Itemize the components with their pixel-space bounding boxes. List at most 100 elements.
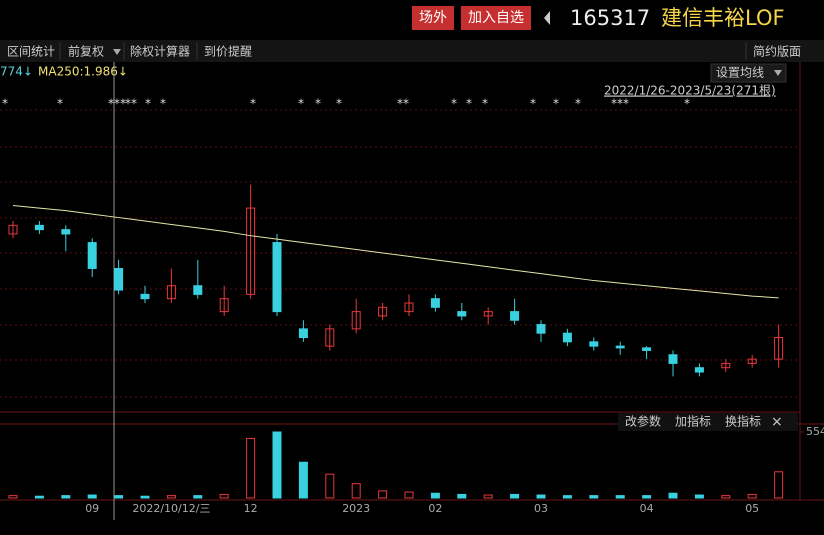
candle-body [747, 358, 757, 364]
ma-line [12, 204, 779, 299]
x-tick-label: 09 [85, 502, 99, 515]
svg-text:***: *** [611, 97, 629, 111]
x-tick-label: 02 [428, 502, 442, 515]
back-arrow[interactable] [544, 11, 550, 25]
y-tick-label: 554 [806, 425, 824, 438]
svg-text:*: * [145, 97, 151, 111]
volume-bar [219, 493, 229, 499]
svg-text:*: * [530, 97, 536, 111]
volume-bar [87, 494, 97, 499]
legend-item: MA250:1.986↓ [38, 65, 128, 79]
svg-text:*: * [315, 97, 321, 111]
candle-body [774, 337, 784, 360]
volume-bar [61, 495, 71, 499]
svg-text:*: * [298, 97, 304, 111]
volume-bar [589, 495, 599, 499]
close-button[interactable]: × [771, 414, 783, 430]
x-tick-label: 05 [745, 502, 759, 515]
button-bg[interactable] [461, 6, 531, 30]
volume-bar [378, 490, 388, 499]
candle-body [721, 362, 731, 369]
ma-setting[interactable]: 设置均线 [716, 66, 764, 80]
candle-body [272, 242, 282, 313]
svg-text:*: * [482, 97, 488, 111]
x-tick-label: 12 [244, 502, 258, 515]
svg-text:*: * [684, 97, 690, 111]
tool[interactable]: 区间统计 [7, 45, 55, 59]
svg-text:***: *** [108, 97, 126, 111]
candle-body [668, 354, 678, 364]
svg-text:*: * [250, 97, 256, 111]
x-tick-label: 03 [534, 502, 548, 515]
svg-text:*: * [451, 97, 457, 111]
candle-body [536, 324, 546, 334]
x-tick-label: 2022/10/12/三 [132, 502, 210, 515]
svg-text:**: ** [125, 97, 137, 111]
button[interactable]: 加入自选 [468, 10, 524, 26]
volume-bar [430, 492, 440, 499]
candle-body [166, 285, 176, 300]
indicator-button[interactable]: 换指标 [725, 414, 761, 429]
legend-item: 774↓ [0, 65, 33, 79]
grid [0, 109, 800, 398]
svg-text:*: * [160, 97, 166, 111]
stock-name: 建信丰裕LOF [661, 6, 785, 30]
button-bg[interactable] [412, 6, 454, 30]
candle-body [457, 311, 467, 317]
candle-body [325, 328, 335, 347]
x-tick-label: 2023 [342, 502, 370, 515]
indicator-bar [618, 413, 798, 431]
tool[interactable]: 到价提醒 [204, 44, 252, 59]
ma-setting-box[interactable] [710, 63, 787, 83]
volume-bar [298, 461, 308, 499]
volume-bar [140, 495, 150, 499]
indicator-button[interactable]: 加指标 [675, 414, 711, 429]
toolbar [0, 40, 824, 62]
candle-body [562, 332, 572, 343]
candle-body [430, 298, 440, 308]
svg-text:*: * [553, 97, 559, 111]
candle-body [8, 224, 18, 235]
volume-bar [694, 494, 704, 499]
svg-text:**: ** [397, 97, 409, 111]
candle-body [298, 328, 308, 339]
volume-bar [642, 495, 652, 499]
candle-body [140, 293, 150, 300]
candle-body [483, 311, 493, 317]
candle-body [404, 302, 414, 313]
candle-body [34, 224, 44, 231]
svg-text:*: * [466, 97, 472, 111]
candle-body [615, 345, 625, 349]
svg-text:*: * [575, 97, 581, 111]
x-tick-label: 04 [640, 502, 654, 515]
candle-body [694, 367, 704, 373]
volume-bar [272, 431, 282, 499]
svg-text:*: * [2, 97, 8, 111]
volume-bar [34, 495, 44, 499]
candle-body [87, 242, 97, 269]
volume-bar [351, 483, 361, 499]
volume-bar [483, 494, 493, 499]
volume-bar [774, 471, 784, 499]
volume-bar [404, 491, 414, 499]
svg-text:*: * [57, 97, 63, 111]
candle-body [642, 347, 652, 351]
candle-body [61, 229, 71, 235]
volume-bar [615, 495, 625, 499]
tool[interactable]: 除权计算器 [130, 44, 190, 59]
tool[interactable]: 简约版面 [753, 44, 801, 59]
candle-body [219, 298, 229, 313]
volume-bar [8, 495, 18, 499]
indicator-button[interactable]: 改参数 [625, 414, 661, 429]
stock-code: 165317 [570, 6, 650, 30]
volume-bar [668, 492, 678, 499]
button[interactable]: 场外 [419, 10, 447, 26]
tool[interactable]: 前复权 [68, 44, 104, 59]
volume-bar [747, 493, 757, 499]
candle-body [351, 311, 361, 330]
candle-body [510, 311, 520, 321]
volume-bar [510, 493, 520, 499]
volume-bar [325, 473, 335, 499]
